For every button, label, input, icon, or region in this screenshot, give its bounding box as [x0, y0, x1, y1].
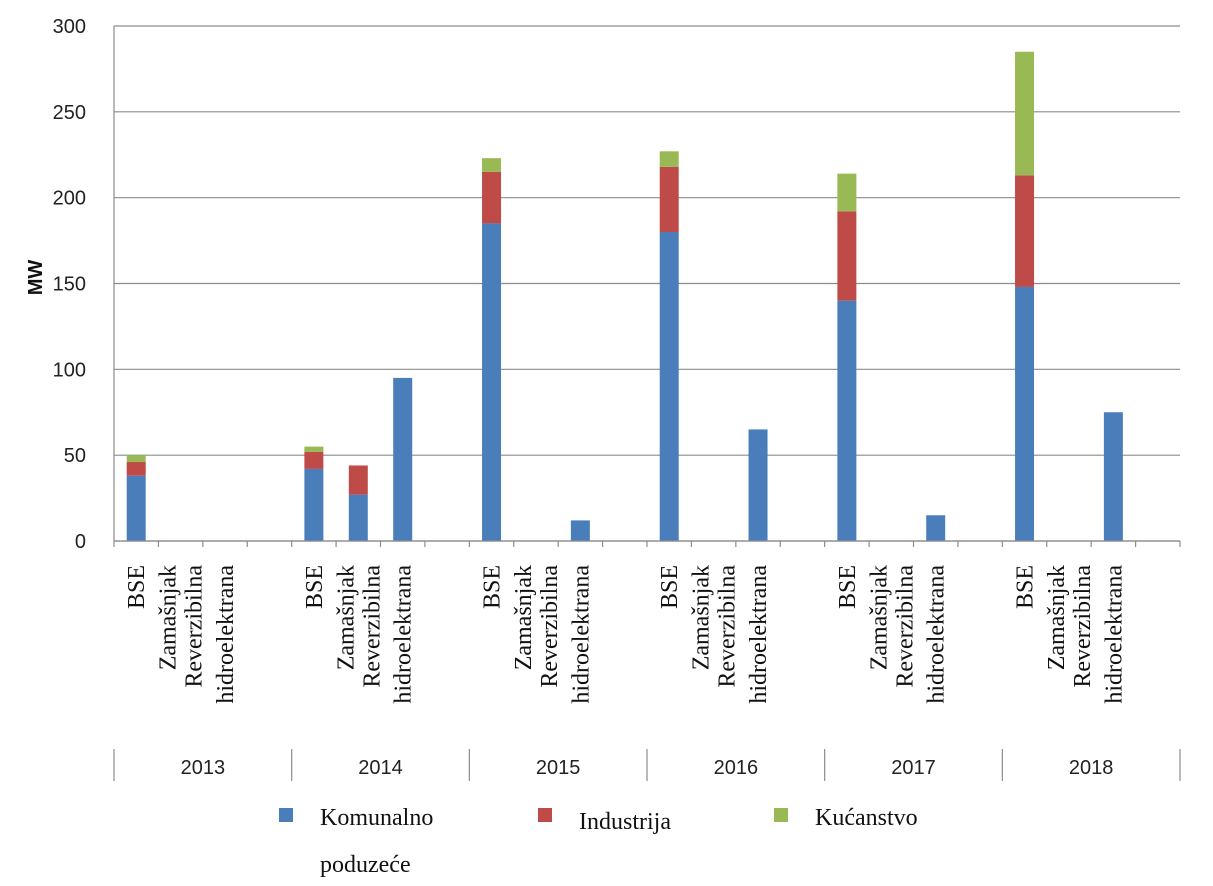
bar-2017-0-s0	[837, 300, 857, 541]
legend-label: Komunalno	[320, 805, 433, 831]
bar-2015-0-s1	[482, 171, 502, 224]
bar-2017-0-s2	[837, 173, 857, 212]
legend-label: Industrija	[579, 809, 671, 835]
legend-swatch-3	[774, 808, 788, 822]
x-category-label: hidroelektrana	[568, 565, 594, 704]
y-tick-label: 250	[53, 102, 86, 124]
legend-swatch-2	[538, 808, 552, 822]
x-category-label: Reverzibilna	[1070, 565, 1096, 688]
bar-2015-0-s2	[482, 158, 502, 172]
x-category-label: BSE	[1013, 565, 1039, 609]
x-category-label: Zamašnjak	[866, 565, 892, 670]
year-label: 2018	[1069, 757, 1114, 779]
bar-2014-1-s1	[348, 465, 368, 495]
x-category-label: Zamašnjak	[333, 565, 359, 670]
x-category-label: Reverzibilna	[537, 565, 563, 688]
legend-label-line2: poduzeće	[320, 852, 411, 878]
x-category-label: Zamašnjak	[689, 565, 715, 670]
y-tick-label: 300	[53, 16, 86, 38]
x-category-label: hidroelektrana	[924, 565, 950, 704]
bar-2018-0-s0	[1015, 286, 1035, 541]
y-tick-label: 100	[53, 359, 86, 381]
bar-2017-0-s1	[837, 211, 857, 301]
bar-2018-2-s0	[1103, 412, 1123, 541]
x-category-label: Zamašnjak	[511, 565, 537, 670]
x-category-label: Reverzibilna	[182, 565, 208, 688]
x-category-label: hidroelektrana	[1101, 565, 1127, 704]
bar-2014-2-s0	[393, 377, 413, 541]
year-label: 2016	[714, 757, 759, 779]
x-category-label: BSE	[302, 565, 328, 609]
legend-label: Kućanstvo	[815, 805, 918, 831]
y-tick-label: 150	[53, 274, 86, 296]
bar-2015-2-s0	[570, 520, 590, 541]
x-category-label: BSE	[124, 565, 150, 609]
axes	[113, 26, 1181, 547]
bar-2014-0-s1	[304, 451, 324, 469]
bar-2015-0-s0	[482, 223, 502, 541]
y-tick-label: 200	[53, 188, 86, 210]
legend: Komunalno poduzeće Industrija Kućanstvo	[279, 805, 918, 878]
bar-2016-0-s1	[659, 166, 679, 232]
x-category-label: BSE	[835, 565, 861, 609]
bar-2018-0-s1	[1015, 175, 1035, 287]
x-category-label: BSE	[480, 565, 506, 609]
year-label: 2017	[891, 757, 936, 779]
y-tick-label: 50	[64, 445, 86, 467]
x-category-label: Zamašnjak	[1044, 565, 1070, 670]
year-label: 2015	[536, 757, 581, 779]
bar-2014-0-s2	[304, 446, 324, 452]
y-tick-label: 0	[75, 531, 86, 553]
bar-2016-2-s0	[748, 429, 768, 541]
bars	[126, 51, 1123, 541]
x-category-label: Zamašnjak	[156, 565, 182, 670]
x-category-label: hidroelektrana	[391, 565, 417, 704]
bar-2016-0-s0	[659, 232, 679, 541]
y-axis-ticks: 0 50 100 150 200 250 300	[53, 16, 86, 553]
bar-2017-2-s0	[926, 515, 946, 541]
bar-2014-1-s0	[348, 494, 368, 541]
x-category-label: Reverzibilna	[715, 565, 741, 688]
bar-2013-0-s1	[126, 462, 146, 476]
bar-2016-0-s2	[659, 151, 679, 167]
bar-2018-0-s2	[1015, 51, 1035, 176]
x-category-label: Reverzibilna	[892, 565, 918, 688]
x-category-label: BSE	[657, 565, 683, 609]
bar-2013-0-s2	[126, 455, 146, 463]
bar-2013-0-s0	[126, 475, 146, 541]
year-label: 2013	[181, 757, 226, 779]
year-label: 2014	[358, 757, 403, 779]
x-category-label: hidroelektrana	[213, 565, 239, 704]
year-labels: 2013 2014 2015 2016 2017 2018	[113, 749, 1181, 781]
x-category-label: Reverzibilna	[359, 565, 385, 688]
legend-swatch-1	[279, 808, 293, 822]
y-axis-label: MW	[25, 260, 47, 296]
x-category-labels: BSE Zamašnjak Reverzibilna hidroelektrana BS…	[124, 565, 1127, 704]
bar-2014-0-s0	[304, 468, 324, 541]
gridlines	[114, 25, 1180, 542]
x-category-label: hidroelektrana	[746, 565, 772, 704]
